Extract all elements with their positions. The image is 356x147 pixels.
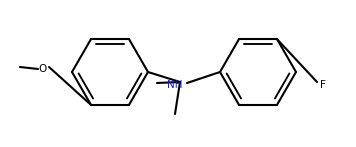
Text: NH: NH — [167, 80, 183, 90]
Text: O: O — [38, 64, 46, 74]
Text: F: F — [320, 80, 326, 90]
